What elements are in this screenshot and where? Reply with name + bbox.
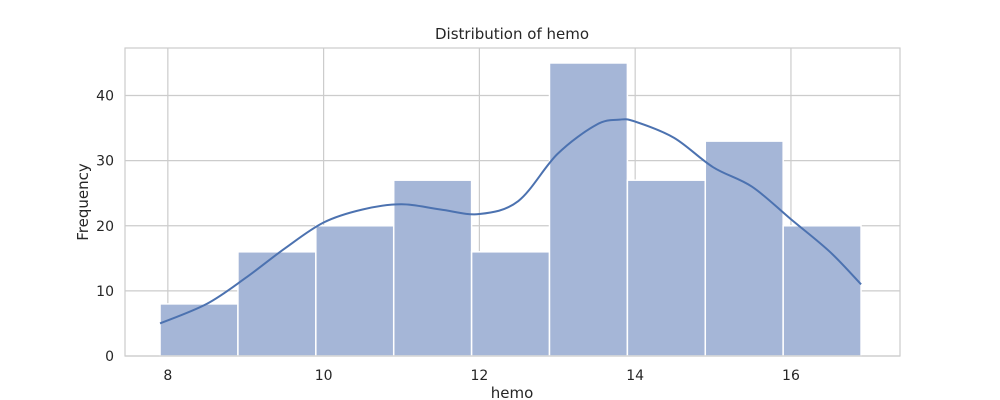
y-axis-label: Frequency (74, 163, 92, 241)
histogram-bar (159, 303, 239, 357)
y-tick-label: 30 (96, 154, 114, 170)
histogram-bar (315, 225, 395, 357)
x-tick-label: 8 (163, 368, 172, 384)
y-tick-label: 40 (96, 89, 114, 105)
histogram-bar (392, 179, 473, 357)
plot-frame (124, 47, 901, 357)
histogram-bar (782, 225, 862, 357)
x-axis-label: hemo (491, 384, 534, 400)
histogram-bar (704, 140, 784, 357)
x-tick-label: 14 (626, 368, 644, 384)
chart-title: Distribution of hemo (435, 25, 589, 43)
y-tick-label: 10 (96, 284, 114, 300)
histogram-bar (548, 62, 629, 357)
x-tick-label: 10 (315, 368, 333, 384)
histogram-bars (159, 62, 862, 357)
x-tick-label: 12 (470, 368, 488, 384)
x-tick-label: 16 (782, 368, 800, 384)
kde-line (159, 118, 862, 325)
y-tick-label: 0 (105, 349, 114, 365)
x-axis-ticks: 8 10 12 14 16 (163, 368, 800, 384)
y-axis-ticks: 0 10 20 30 40 (96, 89, 114, 365)
histogram-bar (626, 179, 707, 357)
y-tick-label: 20 (96, 219, 114, 235)
histogram-bar (470, 251, 551, 357)
histogram-bar (237, 251, 317, 357)
